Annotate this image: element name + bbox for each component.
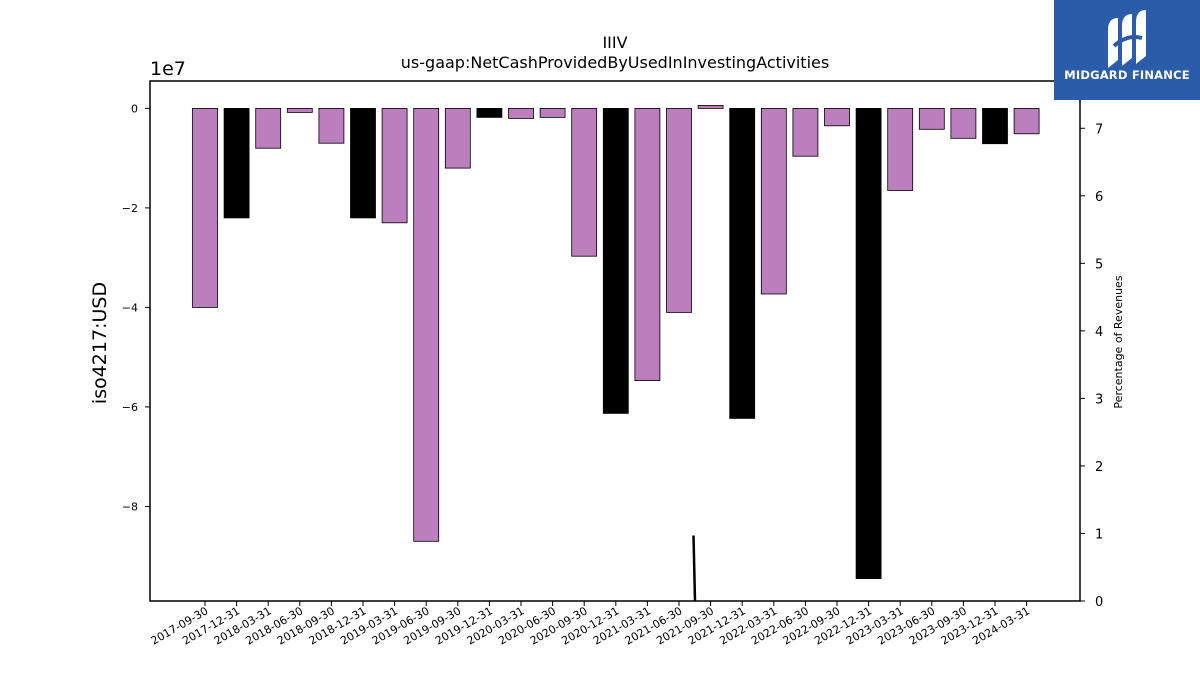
bar-2018-06-30 — [286, 108, 313, 113]
bar-2021-12-31 — [729, 108, 756, 419]
bar-2019-03-31 — [381, 108, 408, 224]
bars — [192, 105, 1040, 580]
y2-tick-label: 5 — [1095, 257, 1103, 272]
bar-2019-12-31 — [476, 108, 503, 118]
y2-tick-label: 1 — [1095, 527, 1103, 542]
y-offset-label: 1e7 — [150, 58, 186, 80]
chart-subtitle: us-gaap:NetCashProvidedByUsedInInvesting… — [401, 53, 829, 72]
y2-tick-label: 6 — [1095, 190, 1103, 205]
bar-2022-12-31 — [855, 108, 882, 580]
bar-2018-12-31 — [350, 108, 376, 219]
percentage-line — [692, 535, 697, 602]
bar-2020-03-31 — [508, 108, 534, 119]
bar-2022-06-30 — [792, 108, 819, 157]
bar-2023-03-31 — [887, 108, 914, 191]
y-ticks: 0 −2 −4 −6 −8 — [122, 102, 150, 513]
plot-frame — [149, 80, 1081, 602]
y2-ticks: 0 1 2 3 4 5 6 7 — [1080, 122, 1103, 610]
y-tick-label: −6 — [122, 401, 138, 414]
bar-2024-03-31 — [1013, 108, 1040, 135]
bar-2017-12-31 — [223, 108, 250, 219]
y2-axis-label: Percentage of Revenues — [1112, 275, 1125, 408]
bar-2023-12-31 — [982, 108, 1008, 145]
y2-tick-label: 7 — [1095, 122, 1103, 137]
y-tick-label: −8 — [122, 500, 138, 513]
bar-2020-12-31 — [602, 108, 629, 414]
y2-tick-label: 4 — [1095, 325, 1103, 340]
bar-2018-03-31 — [255, 108, 282, 149]
bar-2019-09-30 — [444, 108, 471, 169]
midgard-finance-logo: MIDGARD FINANCE — [1054, 0, 1200, 100]
bar-2021-03-31 — [634, 108, 661, 382]
bar-2023-06-30 — [918, 108, 945, 130]
bar-2017-09-30 — [192, 108, 218, 308]
y-tick-label: −4 — [122, 301, 138, 314]
y2-tick-label: 0 — [1095, 595, 1103, 610]
logo-text: MIDGARD FINANCE — [1064, 68, 1190, 82]
bar-2021-06-30 — [666, 108, 692, 313]
bar-2022-09-30 — [824, 108, 850, 127]
bar-2023-09-30 — [950, 108, 977, 139]
y-tick-label: 0 — [131, 102, 138, 115]
y2-tick-label: 2 — [1095, 460, 1103, 475]
bar-2020-09-30 — [571, 108, 598, 257]
y-tick-label: −2 — [122, 202, 138, 215]
bar-2022-03-31 — [760, 108, 787, 295]
bar-2021-09-30 — [697, 105, 724, 109]
chart-title: IIIV — [602, 33, 627, 52]
bar-2020-06-30 — [539, 108, 566, 118]
y2-tick-label: 3 — [1095, 392, 1103, 407]
bar-2019-06-30 — [413, 108, 440, 542]
x-ticks: 2017-09-302017-12-312018-03-312018-06-30… — [149, 601, 1032, 648]
percentage-line-path — [692, 535, 697, 602]
bar-2018-09-30 — [318, 108, 345, 144]
y-axis-label: iso4217:USD — [89, 282, 111, 404]
midgard-m-logo-icon — [1108, 10, 1146, 68]
